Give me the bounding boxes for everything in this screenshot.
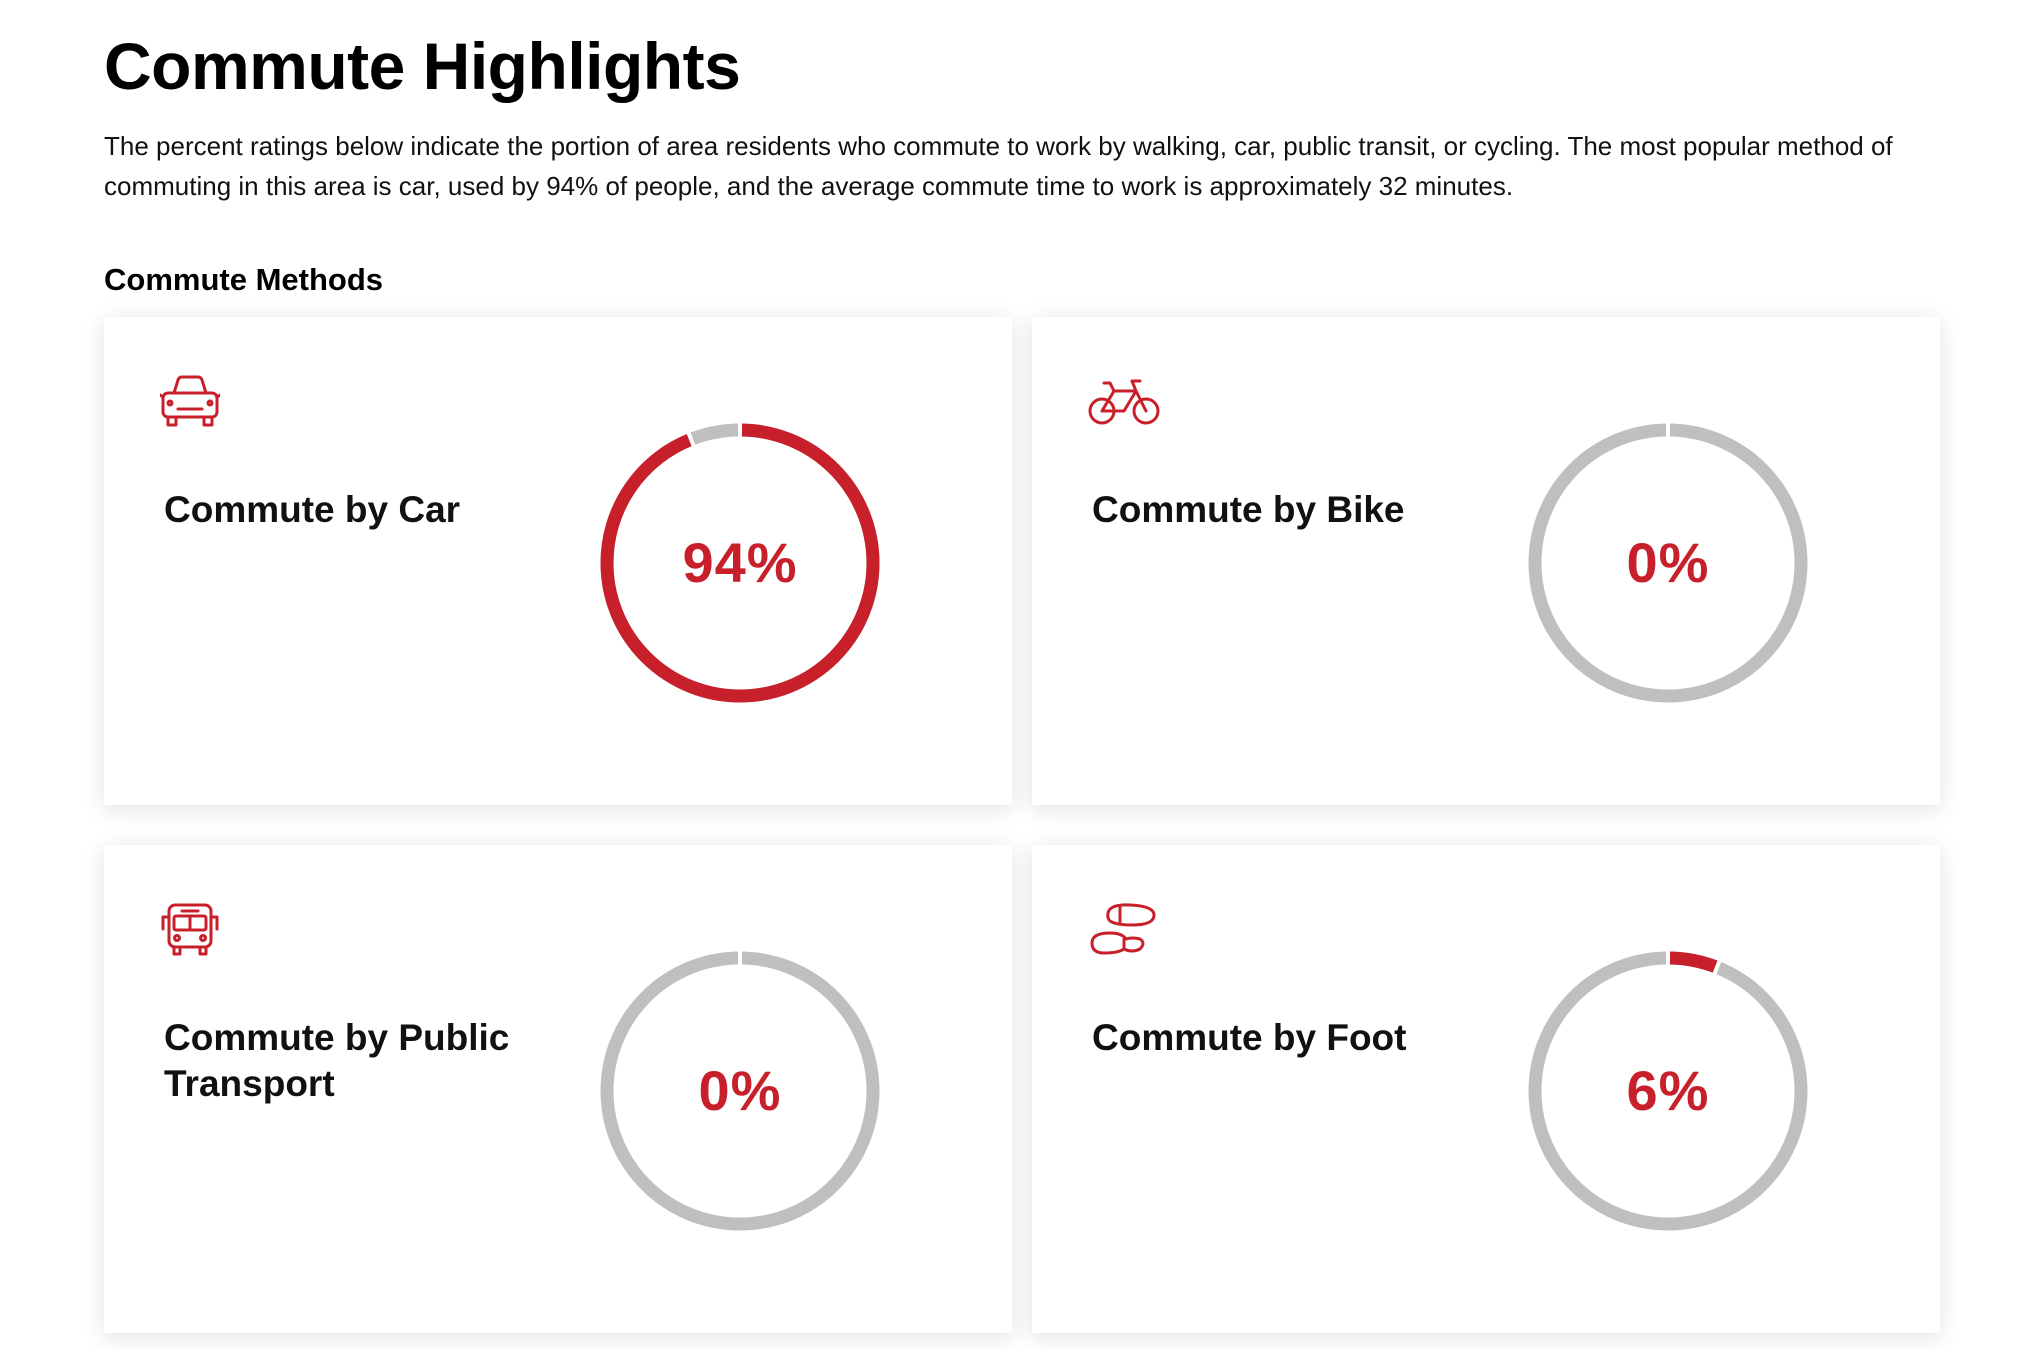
commute-card-car: Commute by Car 94% <box>104 317 1012 805</box>
percent-value: 6% <box>1626 1059 1710 1122</box>
percent-value: 0% <box>1626 531 1710 594</box>
donut-separator <box>684 426 698 453</box>
card-label: Commute by Bike <box>1092 489 1405 530</box>
percent-value: 94% <box>682 531 798 594</box>
percent-value: 0% <box>698 1059 782 1122</box>
section-title: Commute Methods <box>104 262 383 297</box>
bicycle-icon <box>1088 373 1160 429</box>
car-icon <box>160 373 220 429</box>
percent-donut: 0% <box>1526 421 1810 705</box>
percent-donut: 94% <box>598 421 882 705</box>
donut-separator <box>1710 954 1724 981</box>
commute-card-foot: Commute by Foot 6% <box>1032 845 1940 1333</box>
intro-paragraph: The percent ratings below indicate the p… <box>104 131 1893 201</box>
commute-card-public-transport: Commute by Public Transport 0% <box>104 845 1012 1333</box>
card-label: Commute by Public Transport <box>164 1017 510 1104</box>
card-label: Commute by Foot <box>1092 1017 1407 1058</box>
commute-card-bike: Commute by Bike 0% <box>1032 317 1940 805</box>
page-title: Commute Highlights <box>104 29 741 103</box>
percent-donut: 0% <box>598 949 882 1233</box>
footprints-icon <box>1088 901 1160 957</box>
bus-icon <box>160 901 220 957</box>
card-label: Commute by Car <box>164 489 461 530</box>
percent-donut: 6% <box>1526 949 1810 1233</box>
